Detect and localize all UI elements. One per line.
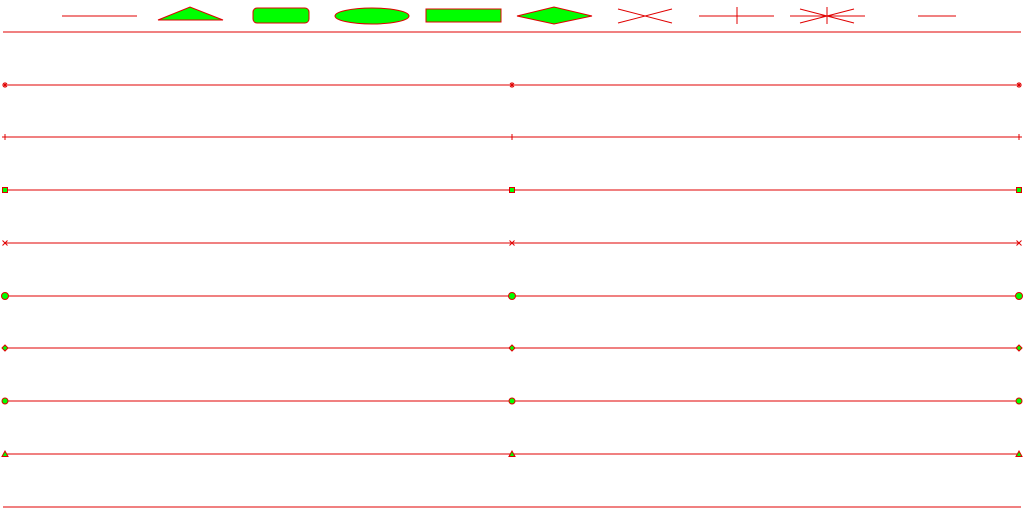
marker-stroke [509, 240, 515, 246]
marker-rows [1, 31, 1023, 508]
square-marker [509, 187, 515, 193]
marker-stroke [1016, 240, 1022, 246]
triangle-marker [508, 449, 516, 457]
x-swatch [617, 8, 673, 24]
ellipse-swatch [334, 7, 410, 25]
triangle-swatch [157, 6, 224, 21]
plus-marker [1016, 134, 1022, 140]
plus-marker [509, 134, 515, 140]
marker-row [2, 187, 1022, 193]
diamond-swatch [516, 6, 593, 25]
triangle-marker [1, 449, 9, 457]
asterisk-marker [2, 82, 8, 88]
marker-row [2, 82, 1022, 88]
marker-stroke [2, 240, 8, 246]
marker-row [1, 397, 1023, 405]
dot-marker [508, 397, 516, 405]
circle-marker [1015, 292, 1023, 300]
square-marker [1016, 187, 1022, 193]
dot-marker [1, 397, 9, 405]
circle-marker [1, 292, 9, 300]
asterisk-marker [509, 82, 515, 88]
triangle-marker [1015, 449, 1023, 457]
rounded-rect-swatch [252, 7, 310, 24]
diamond-marker [1, 344, 9, 352]
square-marker [2, 187, 8, 193]
marker-row [1, 344, 1023, 352]
dot-marker [1015, 397, 1023, 405]
asterisk-swatch [790, 7, 865, 24]
cross-swatch [699, 7, 774, 24]
marker-row [2, 240, 1022, 246]
marker-stroke [2, 82, 8, 88]
circle-marker [508, 292, 516, 300]
plus-marker [2, 134, 8, 140]
shape-legend-row [62, 6, 956, 25]
rect-swatch [425, 8, 502, 23]
marker-stroke [1016, 82, 1022, 88]
marker-row [1, 449, 1023, 457]
marker-row [1, 292, 1023, 300]
marker-stroke [509, 82, 515, 88]
asterisk-marker [1016, 82, 1022, 88]
diamond-marker [508, 344, 516, 352]
marker-row [2, 134, 1022, 140]
diamond-marker [1015, 344, 1023, 352]
x-marker [1016, 240, 1022, 246]
x-marker [2, 240, 8, 246]
x-marker [509, 240, 515, 246]
